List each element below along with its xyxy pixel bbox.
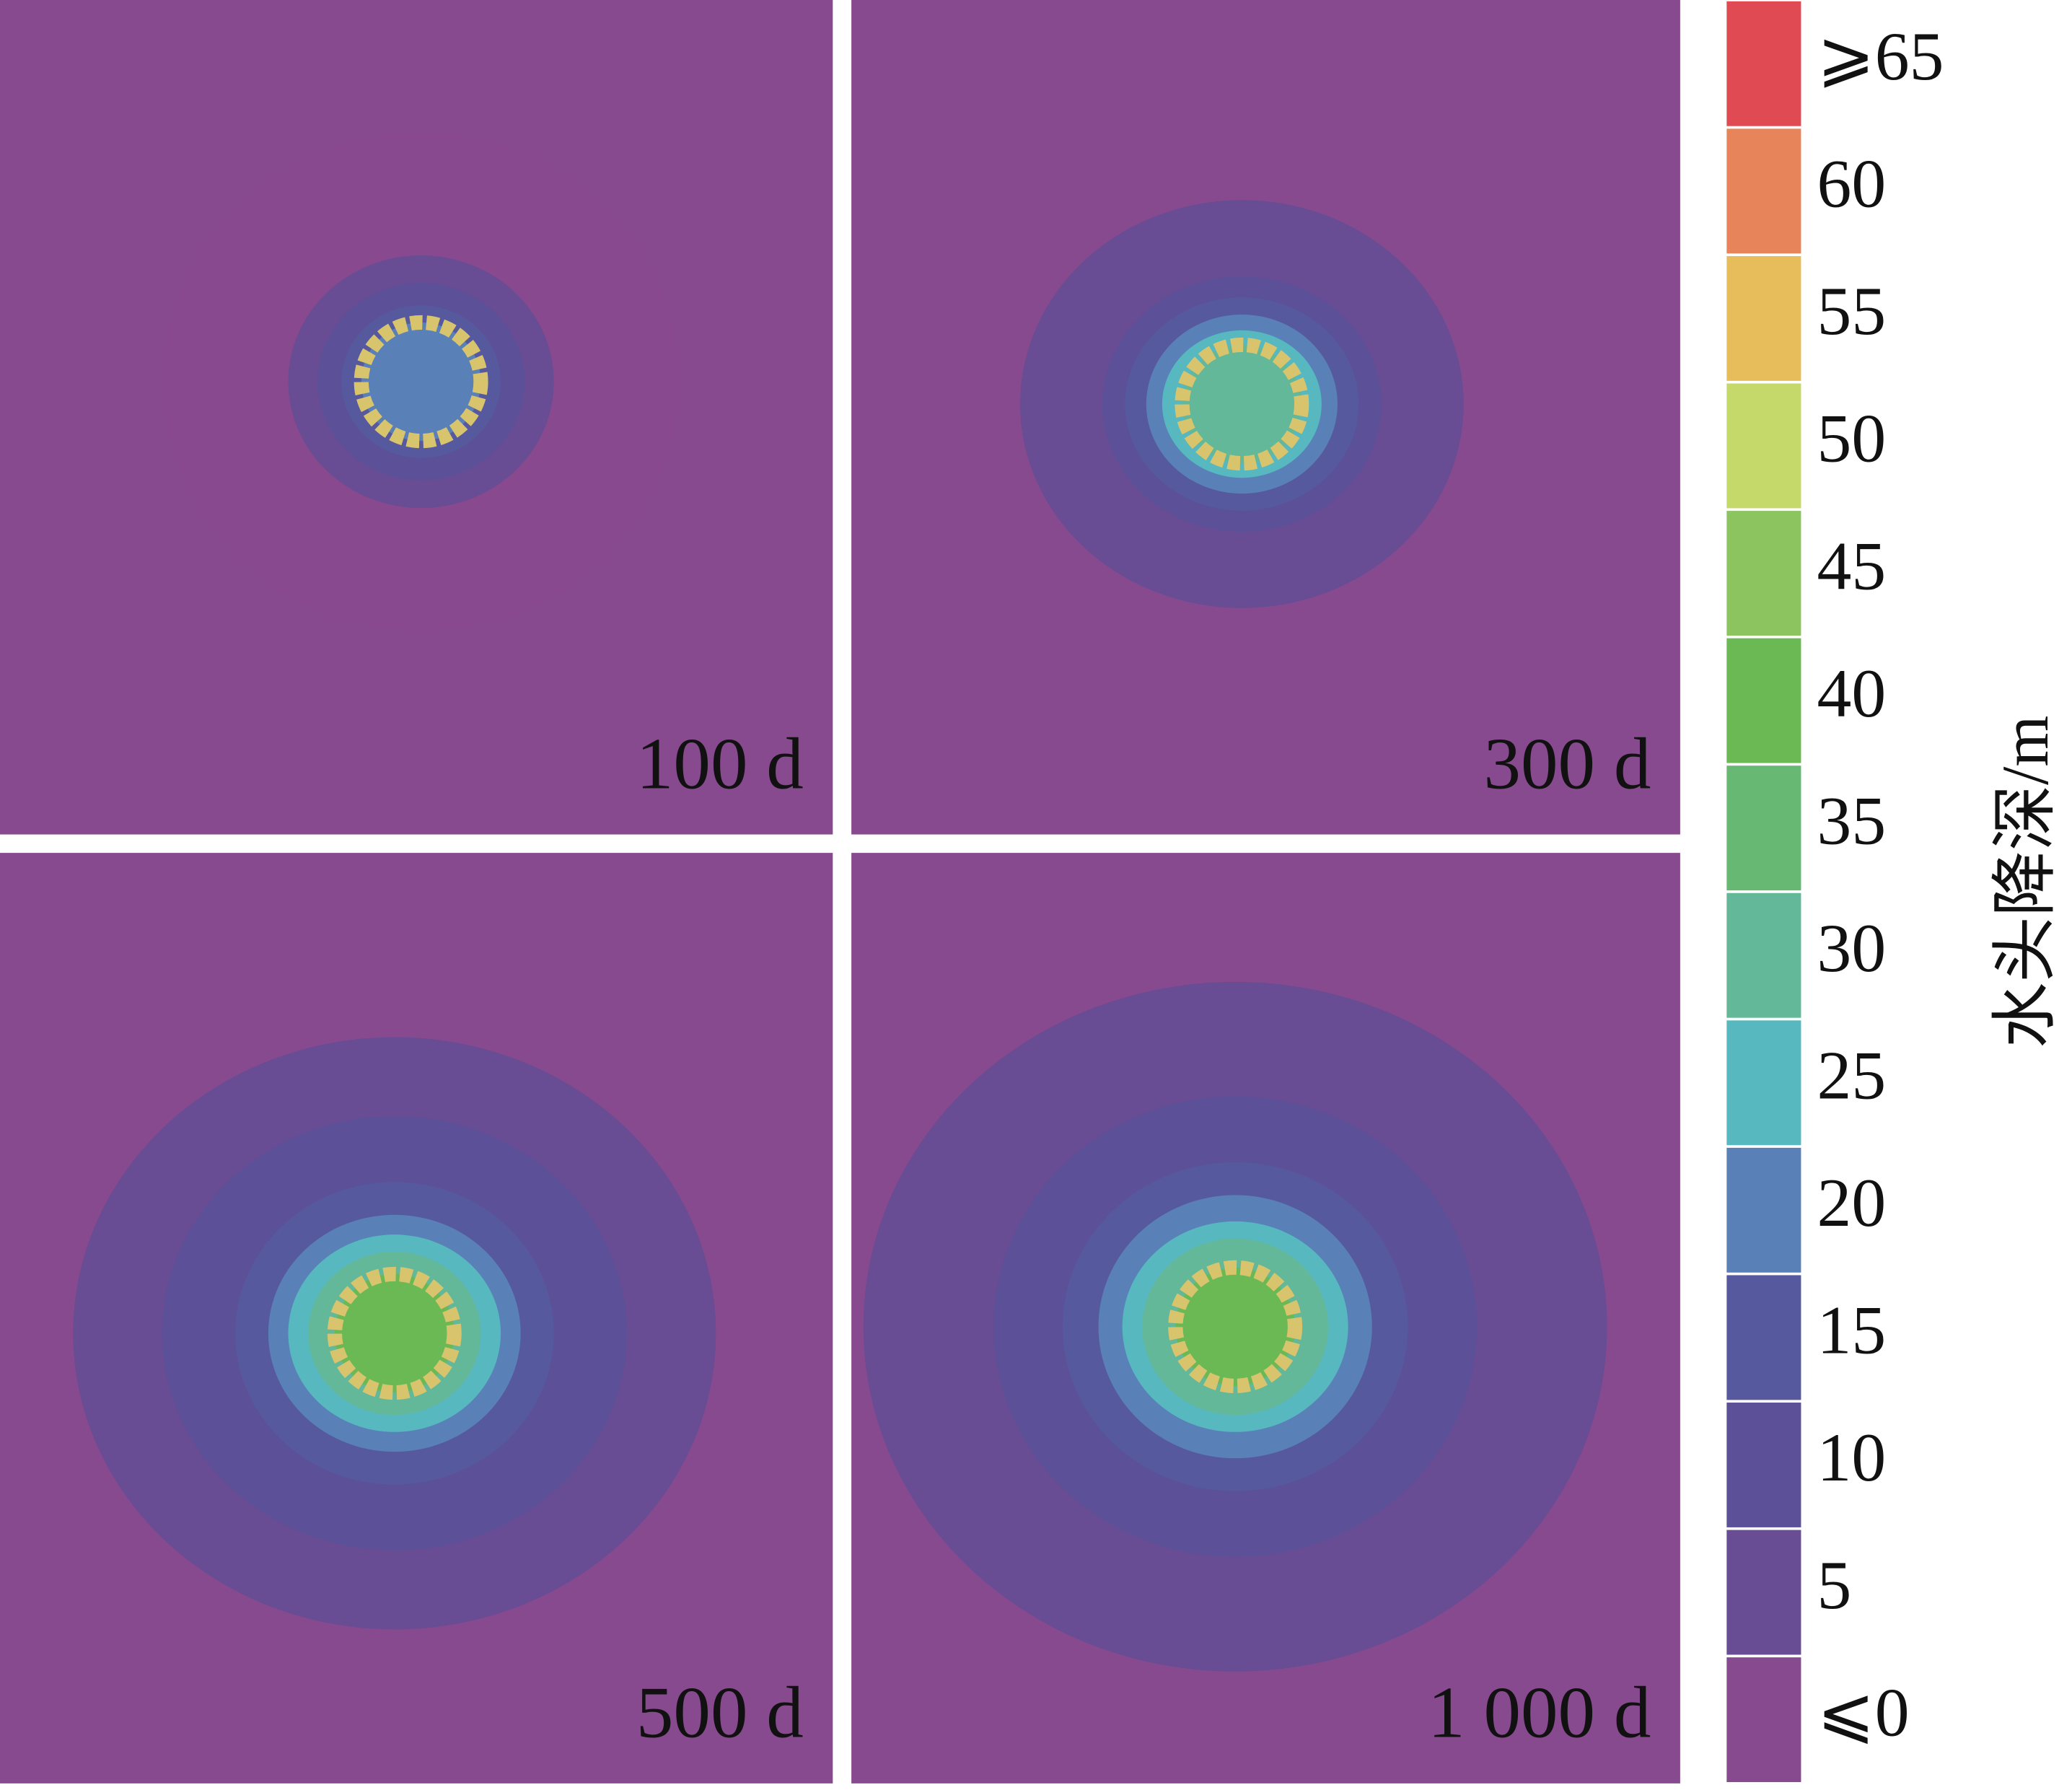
- contour-core: [334, 1273, 455, 1393]
- colorbar-label: 50: [1817, 400, 1887, 477]
- colorbar-label: ⩽0: [1817, 1675, 1910, 1751]
- contour-core: [361, 322, 481, 442]
- well-ring: [1175, 337, 1309, 471]
- colorbar-band: [1726, 1403, 1801, 1527]
- contour-core: [1182, 344, 1302, 464]
- colorbar-label: 30: [1817, 910, 1887, 986]
- colorbar-label: ⩾65: [1817, 18, 1944, 95]
- colorbar-band: [1726, 1530, 1801, 1655]
- colorbar-band: [1726, 128, 1801, 254]
- colorbar-band: [1726, 255, 1801, 381]
- colorbar-label: 55: [1817, 273, 1887, 350]
- colorbar-label: 25: [1817, 1037, 1887, 1114]
- colorbar-label: 60: [1817, 146, 1887, 222]
- colorbar-band: [1726, 1275, 1801, 1400]
- panel-label: 500 d: [636, 1672, 804, 1753]
- well-ring: [354, 315, 488, 449]
- colorbar-band: [1726, 1657, 1801, 1783]
- colorbar-label: 20: [1817, 1165, 1887, 1242]
- colorbar-title: 水头降深/m: [1988, 716, 2062, 1048]
- panel-label: 1 000 d: [1428, 1672, 1651, 1753]
- colorbar-label: 10: [1817, 1420, 1887, 1496]
- contour-core: [1175, 1267, 1295, 1386]
- colorbar-label: 15: [1817, 1292, 1887, 1369]
- colorbar-band: [1726, 892, 1801, 1018]
- panel: 500 d: [0, 853, 833, 1784]
- colorbar-band: [1726, 1147, 1801, 1273]
- colorbar-label: 5: [1817, 1547, 1852, 1623]
- colorbar-band: [1726, 1, 1801, 126]
- panel: 100 d: [0, 0, 833, 835]
- colorbar-band: [1726, 511, 1801, 636]
- colorbar-band: [1726, 383, 1801, 509]
- panel: 300 d: [851, 0, 1680, 835]
- well-ring: [1168, 1260, 1303, 1393]
- colorbar-label: 45: [1817, 528, 1887, 605]
- panel-label: 300 d: [1483, 724, 1651, 804]
- colorbar-band: [1726, 1020, 1801, 1146]
- colorbar-label: 40: [1817, 655, 1887, 732]
- colorbar-label: 35: [1817, 783, 1887, 859]
- panel-label: 100 d: [636, 724, 804, 804]
- well-ring: [327, 1266, 462, 1400]
- panel: 1 000 d: [851, 853, 1680, 1784]
- colorbar-band: [1726, 638, 1801, 763]
- colorbar-band: [1726, 765, 1801, 891]
